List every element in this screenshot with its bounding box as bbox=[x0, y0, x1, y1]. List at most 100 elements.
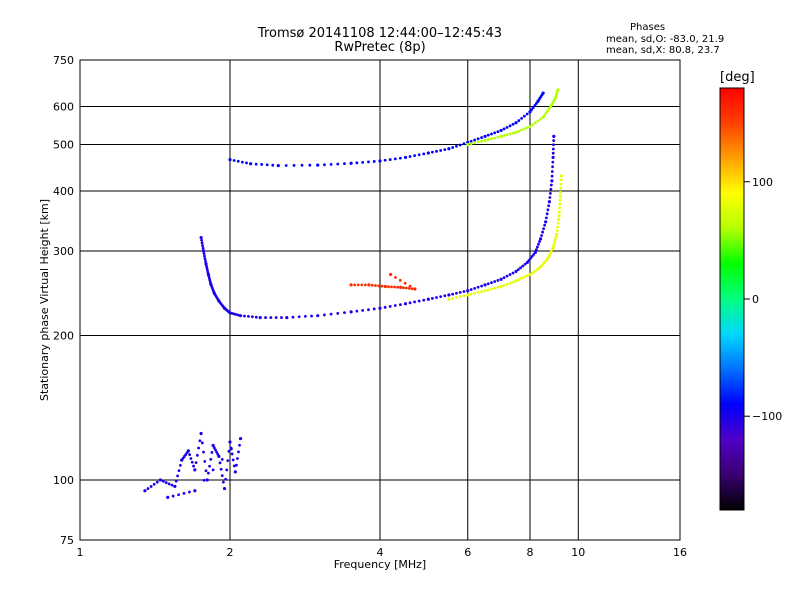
data-point bbox=[480, 284, 484, 288]
data-point bbox=[443, 294, 447, 298]
data-point bbox=[199, 431, 203, 436]
data-point bbox=[496, 135, 500, 139]
data-point bbox=[490, 132, 493, 136]
data-point bbox=[155, 480, 159, 484]
data-point bbox=[361, 160, 365, 164]
data-point bbox=[188, 490, 191, 494]
data-point bbox=[545, 212, 549, 216]
data-point bbox=[367, 160, 370, 164]
data-point bbox=[200, 238, 203, 242]
data-point bbox=[393, 304, 397, 307]
data-point bbox=[210, 451, 214, 454]
data-point bbox=[502, 134, 506, 137]
data-point bbox=[469, 288, 473, 291]
data-point bbox=[458, 290, 462, 294]
data-point bbox=[394, 276, 397, 279]
data-point bbox=[383, 158, 387, 162]
data-point bbox=[555, 232, 559, 236]
data-point bbox=[178, 464, 182, 467]
data-point bbox=[530, 271, 534, 275]
data-point bbox=[508, 281, 512, 285]
data-point bbox=[152, 482, 156, 486]
data-point bbox=[292, 163, 296, 167]
data-point bbox=[502, 127, 506, 131]
data-point bbox=[194, 461, 198, 464]
colorbar-tick-label: 100 bbox=[752, 176, 773, 189]
data-point bbox=[469, 292, 473, 296]
data-point bbox=[557, 218, 560, 222]
data-point bbox=[502, 283, 506, 287]
data-point bbox=[455, 144, 458, 148]
data-point bbox=[514, 279, 518, 283]
data-point bbox=[541, 115, 545, 119]
y-tick-label: 300 bbox=[53, 245, 74, 258]
chart-subtitle: RwPretec (8p) bbox=[334, 40, 426, 55]
y-axis-label: Stationary phase Virtual Height [km] bbox=[38, 199, 51, 401]
data-point bbox=[541, 91, 545, 95]
y-tick-label: 200 bbox=[53, 330, 74, 343]
data-point bbox=[329, 312, 333, 316]
data-point bbox=[551, 160, 555, 164]
data-point bbox=[534, 268, 538, 272]
data-point bbox=[556, 88, 560, 92]
data-point bbox=[222, 486, 227, 491]
data-point bbox=[254, 315, 258, 319]
data-point bbox=[505, 125, 509, 129]
data-point bbox=[355, 161, 359, 165]
data-point bbox=[476, 290, 480, 294]
data-point bbox=[519, 266, 522, 270]
data-point bbox=[521, 264, 525, 268]
data-point bbox=[193, 489, 197, 493]
data-point bbox=[417, 153, 421, 157]
data-point bbox=[236, 457, 239, 460]
data-point bbox=[451, 292, 455, 296]
data-point bbox=[544, 111, 548, 115]
grid bbox=[80, 60, 680, 540]
data-point bbox=[199, 235, 203, 240]
data-point bbox=[403, 302, 408, 306]
data-point bbox=[511, 280, 515, 284]
data-point bbox=[271, 163, 275, 167]
data-point bbox=[158, 478, 163, 482]
data-point bbox=[408, 284, 412, 288]
data-point bbox=[206, 268, 209, 272]
y-tick-label: 750 bbox=[53, 54, 74, 67]
data-point bbox=[393, 157, 397, 161]
data-point bbox=[361, 309, 365, 312]
data-point bbox=[174, 479, 178, 483]
data-point bbox=[378, 159, 382, 163]
data-point bbox=[544, 220, 548, 224]
data-point bbox=[490, 287, 493, 291]
data-point bbox=[536, 245, 539, 249]
data-point bbox=[173, 484, 177, 488]
data-point bbox=[559, 190, 562, 194]
data-point bbox=[236, 159, 240, 163]
data-point bbox=[543, 113, 547, 117]
data-point bbox=[439, 295, 443, 299]
data-point bbox=[203, 257, 207, 261]
data-point bbox=[200, 241, 204, 245]
data-point bbox=[232, 312, 236, 316]
data-point bbox=[523, 127, 526, 131]
data-point bbox=[469, 142, 473, 146]
data-point bbox=[197, 446, 200, 450]
y-tick-label: 400 bbox=[53, 185, 74, 198]
data-point bbox=[493, 136, 497, 140]
colorbar-tick-label: −100 bbox=[752, 410, 782, 423]
data-point bbox=[551, 245, 555, 250]
data-point bbox=[234, 463, 238, 467]
data-point bbox=[525, 274, 529, 278]
data-point bbox=[558, 202, 562, 206]
data-point bbox=[380, 284, 384, 288]
data-point bbox=[550, 179, 554, 183]
data-point bbox=[227, 449, 231, 453]
data-point bbox=[528, 110, 532, 114]
data-point bbox=[546, 208, 550, 212]
data-point bbox=[473, 291, 477, 295]
data-point bbox=[476, 140, 480, 144]
data-point bbox=[226, 459, 230, 463]
data-point bbox=[396, 285, 399, 289]
data-point bbox=[538, 237, 543, 241]
data-point bbox=[499, 134, 503, 138]
data-point bbox=[228, 440, 232, 444]
